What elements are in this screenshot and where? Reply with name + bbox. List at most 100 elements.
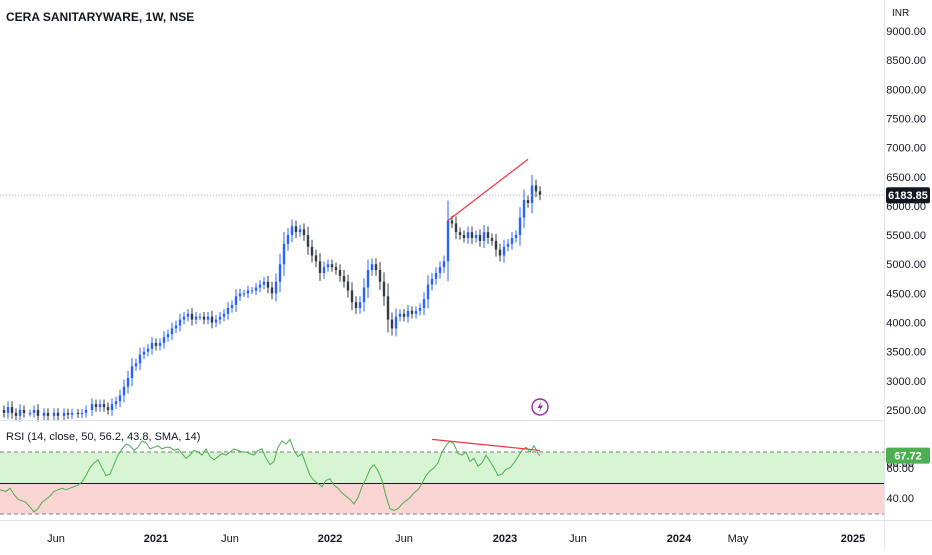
candle-body	[186, 313, 190, 317]
candle-body	[214, 319, 218, 323]
last-price-badge-text: 6183.85	[888, 190, 928, 202]
price-tick-label: 4500.00	[886, 288, 926, 300]
candle-body	[498, 249, 502, 256]
candle-body	[114, 401, 118, 405]
candle-body	[366, 270, 370, 288]
time-tick-label: 2023	[493, 533, 517, 545]
candle-body	[490, 237, 494, 241]
candle-body	[270, 287, 274, 294]
candle-body	[438, 267, 442, 273]
candle-body	[138, 354, 142, 364]
candle-body	[18, 410, 22, 416]
candle-body	[42, 412, 46, 416]
candle-body	[370, 264, 374, 271]
candle-body	[410, 310, 414, 314]
value-badges: 6183.85 67.72	[886, 187, 930, 464]
price-tick-label: 3000.00	[886, 376, 926, 388]
candle-body	[198, 316, 202, 318]
candle-body	[28, 412, 32, 414]
price-axis[interactable]: 9000.00 8500.00 8000.00 7500.00 7000.00 6500.…	[886, 26, 926, 417]
price-tick-label: 5500.00	[886, 230, 926, 242]
candle-body	[502, 246, 506, 256]
candle-body	[482, 232, 486, 241]
lightning-icon	[537, 401, 543, 413]
candle-body	[230, 305, 234, 308]
candle-body	[182, 316, 186, 320]
candle-body	[80, 412, 84, 415]
candle-body	[518, 217, 522, 236]
candle-body	[76, 412, 80, 415]
price-tick-label: 6000.00	[886, 201, 926, 213]
price-tick-label: 2500.00	[886, 405, 926, 417]
price-pane	[0, 158, 884, 422]
candle-body	[402, 313, 406, 317]
candle-body	[418, 307, 422, 311]
last-price-badge: 6183.85	[886, 187, 930, 204]
candle-body	[254, 287, 258, 291]
candle-body	[162, 337, 166, 343]
candle-body	[454, 223, 458, 233]
time-tick-label: Jun	[47, 533, 65, 545]
rsi-indicator-title[interactable]: RSI (14, close, 50, 56.2, 43.8, SMA, 14)	[6, 431, 201, 443]
candle-body	[154, 342, 158, 346]
candle-body	[174, 325, 178, 329]
candle-body	[450, 220, 454, 224]
time-tick-label: 2025	[841, 533, 865, 545]
candle-body	[494, 240, 498, 250]
candle-body	[158, 342, 162, 346]
candle-body	[522, 200, 526, 218]
candle-body	[318, 261, 322, 273]
candle-body	[22, 410, 26, 413]
candle-body	[290, 226, 294, 236]
candle-body	[434, 272, 438, 279]
candle-body	[210, 316, 214, 323]
candle-body	[506, 243, 510, 247]
candle-body	[362, 287, 366, 303]
candle-body	[282, 243, 286, 265]
candle-body	[446, 220, 450, 262]
candle-body	[14, 412, 18, 416]
candle-body	[514, 235, 518, 238]
candle-body	[534, 185, 538, 192]
candle-body	[374, 264, 378, 271]
candle-body	[538, 191, 542, 196]
candle-body	[334, 267, 338, 271]
symbol-title[interactable]: CERA SANITARYWARE, 1W, NSE	[6, 10, 195, 24]
currency-label: INR	[892, 8, 910, 19]
candle-body	[422, 299, 426, 308]
dividend-event-icon[interactable]	[531, 398, 549, 416]
time-tick-label: Jun	[569, 533, 587, 545]
candle-body	[274, 281, 278, 294]
candle-body	[134, 363, 138, 367]
rsi-tick-label: 40.00	[886, 493, 914, 505]
candle-body	[102, 404, 106, 408]
candle-body	[110, 404, 114, 410]
rsi-value-badge-text: 67.72	[894, 451, 922, 463]
candle-body	[294, 226, 298, 233]
time-axis[interactable]: Jun 2021 Jun 2022 Jun 2023 Jun 2024 May 2025	[47, 533, 865, 545]
candle-body	[262, 281, 266, 285]
price-tick-label: 6500.00	[886, 172, 926, 184]
candle-body	[90, 404, 94, 410]
rsi-tick-label: 60.00	[886, 463, 914, 475]
price-tick-label: 7500.00	[886, 113, 926, 125]
candle-body	[246, 290, 250, 294]
candle-body	[342, 275, 346, 282]
price-tick-label: 4000.00	[886, 318, 926, 330]
price-tick-label: 8000.00	[886, 84, 926, 96]
time-tick-label: 2022	[318, 533, 342, 545]
time-tick-label: Jun	[395, 533, 413, 545]
candle-body	[218, 316, 222, 320]
candle-body	[126, 377, 130, 387]
candle-body	[458, 232, 462, 236]
candle-body	[302, 229, 306, 236]
candle-body	[130, 366, 134, 378]
candle-body	[10, 407, 14, 413]
candle-body	[94, 404, 98, 408]
candle-body	[170, 328, 174, 335]
candle-body	[486, 232, 490, 238]
time-tick-label: 2021	[144, 533, 168, 545]
